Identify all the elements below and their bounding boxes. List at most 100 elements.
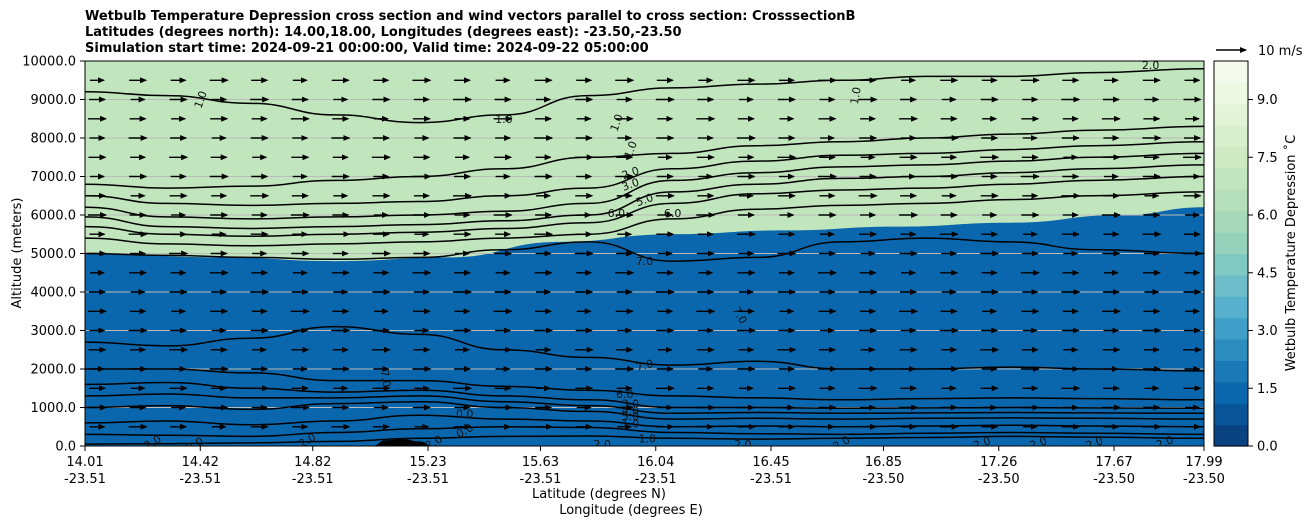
contour-line-15 <box>85 67 1204 124</box>
colorbar-tick-label-6: 9.0 <box>1257 93 1278 108</box>
contour-line-11 <box>85 164 1204 230</box>
wind-reference-label: 10 m/s <box>1258 44 1303 59</box>
colorbar-tick-label-5: 7.5 <box>1257 151 1278 166</box>
contour-label-5: 3.0 <box>620 176 641 194</box>
colorbar-frame <box>1213 60 1249 447</box>
colorbar-tick-label-0: 0.0 <box>1257 440 1278 455</box>
contour-label-18: 0.0 <box>456 407 474 420</box>
contour-label-28: 2.0 <box>972 434 993 452</box>
colorbar-tick-label-2: 3.0 <box>1257 324 1278 339</box>
wind-vector-layer <box>88 77 1202 430</box>
contour-label-3: 1.0 <box>622 139 640 160</box>
contour-label-8: 6.0 <box>664 207 682 220</box>
contour-line-14 <box>85 125 1204 189</box>
colorbar-segment-13 <box>1214 146 1248 169</box>
contour-label-9: 7.0 <box>636 255 654 268</box>
contour-label-20: 1.0 <box>639 432 657 445</box>
x-tick-lat-5: 16.04 <box>637 455 674 470</box>
colorbar-segment-12 <box>1214 167 1248 190</box>
contour-label-17: 1.0 <box>622 418 640 431</box>
x-axis-label-latitude: Latitude (degrees N) <box>532 487 666 502</box>
colorbar-tick-label-3: 4.5 <box>1257 266 1278 281</box>
colorbar-segment-2 <box>1214 381 1248 404</box>
x-tick-lat-1: 14.42 <box>182 455 219 470</box>
contour-line-0 <box>85 435 1204 445</box>
contour-label-6: 5.0 <box>634 191 655 209</box>
y-tick-label-6: 6000.0 <box>31 209 77 224</box>
x-tick-lat-7: 16.85 <box>865 455 902 470</box>
y-tick-label-10: 10000.0 <box>22 55 76 70</box>
contour-label-12: 7.0 <box>377 369 393 388</box>
colorbar-segment-10 <box>1214 210 1248 233</box>
fill-upper-6 <box>85 61 1204 262</box>
x-axis-label-longitude: Longitude (degrees E) <box>559 503 703 518</box>
contour-label-15: 4.0 <box>622 405 640 418</box>
x-tick-lon-7: -23.50 <box>863 472 905 487</box>
x-tick-lon-10: -23.50 <box>1183 472 1225 487</box>
x-tick-lat-10: 17.99 <box>1185 455 1222 470</box>
y-tick-label-0: 0.0 <box>55 440 76 455</box>
colorbar: 0.0 1.5 3.0 4.5 6.0 7.5 9.0 <box>1213 60 1278 455</box>
x-tick-lat-4: 15.63 <box>522 455 559 470</box>
colorbar-segment-0 <box>1214 424 1248 447</box>
y-tick-label-2: 2000.0 <box>31 363 77 378</box>
y-tick-label-4: 4000.0 <box>31 286 77 301</box>
x-tick-lat-2: 14.82 <box>294 455 331 470</box>
y-tick-label-1: 1000.0 <box>31 401 77 416</box>
contour-label-13: 6.0 <box>616 388 634 401</box>
colorbar-segment-17 <box>1214 61 1248 83</box>
contour-line-1 <box>85 426 1204 438</box>
contour-label-29: 2.0 <box>1028 434 1049 452</box>
x-tick-lat-6: 16.45 <box>752 455 789 470</box>
colorbar-segment-6 <box>1214 296 1248 319</box>
x-tick-lat-9: 17.67 <box>1095 455 1132 470</box>
contour-label-26: 2.0 <box>734 438 752 451</box>
y-tick-label-8: 8000.0 <box>31 132 77 147</box>
x-tick-lon-0: -23.51 <box>64 472 106 487</box>
colorbar-segment-8 <box>1214 253 1248 276</box>
colorbar-segment-9 <box>1214 232 1248 255</box>
y-axis: 0.0 1000.0 2000.0 3000.0 4000.0 5000.0 6000.0 7… <box>22 55 85 455</box>
y-tick-label-7: 7000.0 <box>31 170 77 185</box>
contour-fill-layer <box>85 61 1204 446</box>
contour-line-6 <box>85 368 1204 401</box>
x-tick-lon-1: -23.51 <box>179 472 221 487</box>
colorbar-segment-15 <box>1214 103 1248 126</box>
x-tick-lat-8: 17.26 <box>980 455 1017 470</box>
contour-label-25: 2.0 <box>594 438 612 451</box>
contour-line-12 <box>85 152 1204 220</box>
x-tick-lon-6: -23.51 <box>750 472 792 487</box>
contour-line-8 <box>85 237 1204 262</box>
x-tick-lon-2: -23.51 <box>292 472 334 487</box>
x-tick-lat-0: 14.01 <box>66 455 103 470</box>
contour-label-31: 2.0 <box>1154 433 1175 451</box>
contour-label-0: 1.0 <box>192 89 210 110</box>
contour-label-2: 1.0 <box>608 112 626 133</box>
x-tick-lon-3: -23.51 <box>407 472 449 487</box>
contour-label-4: 2.0 <box>620 164 641 182</box>
title-line-1: Wetbulb Temperature Depression cross sec… <box>85 9 856 24</box>
terrain <box>371 439 434 446</box>
x-tick-lon-8: -23.50 <box>978 472 1020 487</box>
y-tick-label-3: 3000.0 <box>31 324 77 339</box>
contour-label-7: 6.0 <box>608 207 626 220</box>
x-tick-lat-3: 15.23 <box>409 455 446 470</box>
colorbar-segment-16 <box>1214 82 1248 105</box>
wind-reference-key: 10 m/s <box>1216 44 1303 59</box>
colorbar-label: Wetbulb Temperature Depression ˚C <box>1283 135 1299 372</box>
title-line-3: Simulation start time: 2024-09-21 00:00:… <box>85 41 649 56</box>
contour-label-14: 3.0 <box>622 398 640 411</box>
colorbar-tick-label-4: 6.0 <box>1257 209 1278 224</box>
colorbar-segment-4 <box>1214 339 1248 362</box>
contour-label-33: 1.0 <box>848 86 864 105</box>
x-tick-lon-5: -23.51 <box>635 472 677 487</box>
y-axis-label: Altitude (meters) <box>10 198 25 309</box>
title-line-2: Latitudes (degrees north): 14.00,18.00, … <box>85 25 682 40</box>
contour-label-32: 2.0 <box>1142 59 1160 72</box>
colorbar-tick-label-1: 1.5 <box>1257 382 1278 397</box>
colorbar-segment-11 <box>1214 189 1248 212</box>
contour-line-7 <box>85 325 1204 372</box>
y-tick-label-5: 5000.0 <box>31 247 77 262</box>
colorbar-segment-7 <box>1214 274 1248 297</box>
